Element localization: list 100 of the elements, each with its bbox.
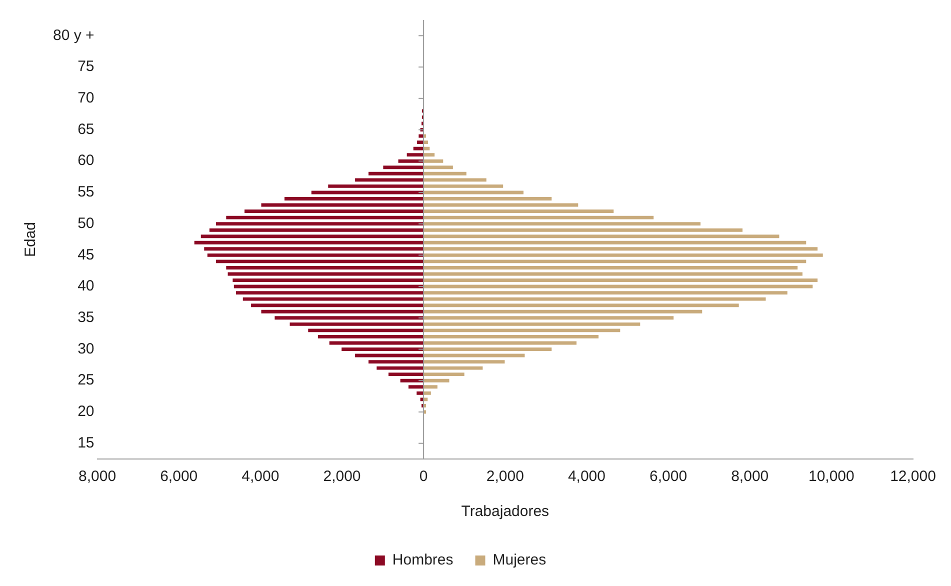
bar: [424, 385, 438, 389]
bar: [424, 140, 428, 144]
bar: [308, 328, 424, 332]
bar: [226, 216, 424, 220]
bar: [400, 378, 424, 382]
y-tick-label: 35: [78, 309, 94, 326]
bar: [216, 260, 424, 264]
bar: [200, 234, 424, 238]
bar: [408, 385, 424, 389]
y-tick-label: 50: [78, 214, 94, 232]
bar: [216, 222, 424, 226]
y-tick-label: 15: [78, 434, 94, 452]
x-tick-label: 8,000: [731, 468, 769, 486]
y-axis-title: Edad: [22, 222, 40, 258]
bar: [424, 278, 818, 282]
bar: [194, 240, 424, 244]
bar: [424, 334, 599, 338]
bar: [383, 166, 424, 170]
bar: [406, 153, 424, 157]
bar: [226, 266, 424, 270]
bar: [424, 222, 701, 226]
bar: [251, 304, 424, 308]
bar: [424, 304, 739, 308]
bar: [424, 266, 798, 270]
x-tick-label: 10,000: [808, 468, 854, 486]
y-tick-label: 45: [78, 246, 94, 264]
x-tick-label: 2,000: [323, 468, 361, 486]
y-tick-label: 75: [78, 58, 94, 76]
y-tick-label: 55: [78, 184, 94, 201]
x-tick-label: 2,000: [486, 468, 524, 486]
bar: [424, 360, 505, 364]
y-tick-label: 80 y +: [53, 26, 95, 44]
bar: [424, 260, 806, 264]
bar: [424, 166, 453, 170]
y-tick-label: 20: [78, 403, 94, 420]
bar: [424, 372, 464, 376]
bar: [232, 278, 424, 282]
x-tick-label: 12,000: [890, 468, 936, 486]
bar: [424, 184, 504, 188]
bar: [424, 216, 654, 220]
bar: [424, 322, 640, 326]
bar: [424, 153, 435, 157]
bar: [398, 159, 424, 163]
bar: [328, 184, 424, 188]
legend-label: Mujeres: [492, 552, 546, 569]
bar: [413, 146, 424, 150]
bar: [424, 228, 743, 232]
bar: [368, 360, 424, 364]
bar: [424, 210, 614, 214]
bar: [424, 197, 552, 200]
bar: [311, 190, 424, 194]
bar: [424, 190, 524, 194]
y-tick-label: 40: [78, 278, 94, 295]
bar: [424, 146, 430, 150]
bar: [424, 284, 813, 288]
bar: [417, 140, 424, 144]
x-tick-label: 8,000: [78, 468, 116, 486]
x-tick-label: 6,000: [160, 468, 198, 486]
bar: [424, 366, 483, 370]
bar: [284, 197, 424, 200]
bar: [236, 291, 424, 295]
bar: [207, 253, 424, 257]
bar: [244, 210, 424, 214]
y-tick-label: 25: [78, 372, 94, 389]
bar: [424, 316, 674, 320]
bar: [234, 284, 424, 288]
bar: [424, 240, 806, 244]
x-tick-label: 4,000: [568, 468, 606, 486]
bar: [424, 391, 431, 395]
bar: [424, 253, 823, 257]
bar: [342, 348, 424, 351]
y-tick-label: 65: [78, 120, 94, 138]
bar: [424, 378, 450, 382]
legend-label: Hombres: [392, 552, 454, 569]
bar: [424, 310, 702, 314]
bar: [274, 316, 424, 320]
bar: [424, 328, 620, 332]
bar: [424, 297, 766, 301]
bar: [388, 372, 424, 376]
y-tick-label: 60: [78, 152, 94, 170]
bar: [204, 247, 424, 251]
x-tick-label: 4,000: [242, 468, 280, 486]
bar: [424, 234, 780, 238]
bar: [290, 322, 424, 326]
bar: [424, 348, 552, 351]
y-tick-label: 30: [78, 340, 94, 358]
bar: [424, 291, 788, 295]
bar: [376, 366, 424, 370]
x-tick-label: 0: [419, 468, 428, 486]
bar: [355, 178, 424, 182]
bar: [424, 172, 466, 176]
bar: [318, 334, 424, 338]
bar: [368, 172, 424, 176]
bar: [242, 297, 424, 301]
y-tick-label: 70: [78, 90, 94, 107]
bar: [261, 310, 424, 314]
bar: [209, 228, 424, 232]
bar: [424, 178, 486, 182]
x-tick-label: 6,000: [650, 468, 688, 486]
bar: [424, 159, 444, 163]
